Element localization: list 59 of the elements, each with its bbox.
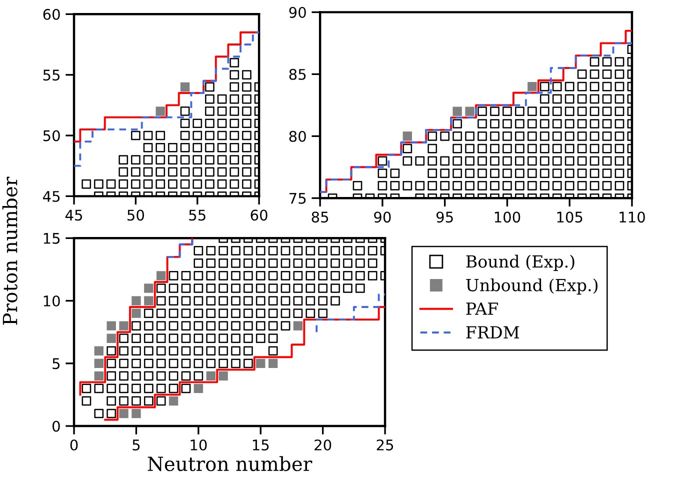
x-tick-label: 20 — [314, 439, 332, 451]
y-tick-label: 45 — [42, 191, 60, 202]
y-tick-label: 50 — [43, 130, 60, 142]
point — [402, 132, 412, 141]
x-tick-label: 25 — [376, 439, 394, 451]
x-tick-label: 90 — [374, 212, 391, 223]
x-tick-label: 45 — [65, 210, 82, 221]
point — [168, 396, 178, 406]
point — [144, 296, 154, 306]
y-tick-label: 60 — [43, 8, 60, 20]
point — [156, 271, 166, 280]
x-axis-title: Neutron number — [148, 456, 312, 472]
x-tick-label: 100 — [494, 212, 520, 223]
y-tick-label: 5 — [52, 358, 60, 370]
y-tick-label: 55 — [43, 70, 60, 81]
y-tick-label: 90 — [289, 6, 306, 18]
y-tick-label: 0 — [52, 420, 60, 432]
point — [268, 358, 278, 368]
point — [94, 358, 104, 368]
legend-label: FRDM — [466, 326, 520, 338]
x-tick-label: 105 — [557, 212, 582, 223]
point — [106, 321, 116, 330]
point — [452, 106, 462, 116]
point — [218, 371, 228, 381]
legend-label: Bound (Exp.) — [466, 254, 574, 271]
point — [465, 106, 474, 116]
point — [144, 284, 154, 293]
x-tick-label: 50 — [128, 210, 144, 221]
point — [106, 334, 116, 343]
y-tick-label: 85 — [289, 68, 306, 80]
point — [94, 371, 104, 381]
point — [119, 321, 128, 330]
y-tick-label: 80 — [289, 130, 306, 142]
point — [293, 321, 303, 330]
point — [132, 408, 141, 418]
legend-label: PAF — [466, 302, 498, 315]
x-tick-label: 110 — [620, 212, 645, 223]
y-axis-title: Proton number — [2, 176, 18, 325]
point — [119, 408, 128, 418]
point — [132, 296, 141, 306]
x-tick-label: 95 — [436, 212, 453, 223]
point — [132, 308, 141, 318]
line-series — [74, 31, 260, 167]
x-tick-label: 0 — [70, 439, 78, 451]
point — [528, 82, 537, 92]
x-tick-label: 55 — [189, 210, 206, 221]
x-tick-label: 85 — [312, 212, 328, 223]
y-tick-label: 75 — [290, 193, 306, 204]
point — [256, 358, 266, 368]
y-tick-label: 15 — [44, 233, 60, 244]
x-tick-label: 5 — [132, 440, 140, 451]
x-tick-label: 15 — [252, 440, 269, 451]
x-tick-label: 10 — [190, 439, 207, 451]
point — [206, 371, 216, 381]
y-tick-label: 10 — [44, 295, 60, 307]
point — [194, 384, 204, 394]
legend-label: Unbound (Exp.) — [466, 278, 598, 295]
point — [94, 346, 104, 356]
x-tick-label: 60 — [250, 210, 268, 221]
